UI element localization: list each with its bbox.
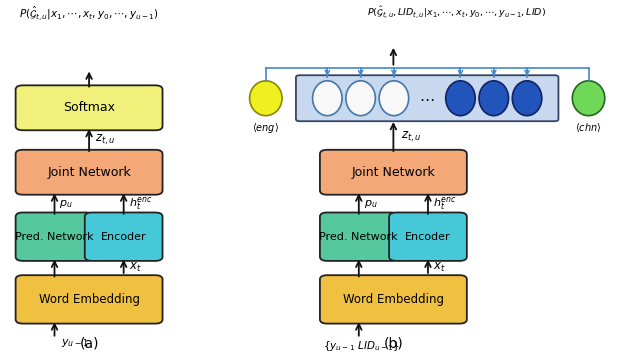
FancyBboxPatch shape (16, 85, 162, 130)
Text: Pred. Network: Pred. Network (319, 232, 398, 242)
Text: Word Embedding: Word Embedding (38, 293, 140, 306)
Text: $\langle chn \rangle$: $\langle chn \rangle$ (575, 121, 602, 134)
FancyBboxPatch shape (320, 212, 397, 261)
Text: $h_t^{enc}$: $h_t^{enc}$ (128, 195, 153, 212)
Text: $\langle eng \rangle$: $\langle eng \rangle$ (252, 121, 280, 135)
Text: $x_t$: $x_t$ (128, 261, 141, 274)
FancyBboxPatch shape (320, 150, 467, 195)
Text: Joint Network: Joint Network (352, 166, 435, 179)
Text: $\{y_{u-1}\ LID_{u-1}\}$: $\{y_{u-1}\ LID_{u-1}\}$ (323, 338, 401, 353)
Text: Joint Network: Joint Network (47, 166, 131, 179)
Text: $z_{t,u}$: $z_{t,u}$ (401, 129, 421, 144)
Ellipse shape (446, 81, 476, 116)
Text: Encoder: Encoder (101, 232, 146, 242)
Text: Pred. Network: Pred. Network (15, 232, 94, 242)
FancyBboxPatch shape (16, 275, 162, 324)
FancyBboxPatch shape (85, 212, 162, 261)
Ellipse shape (512, 81, 542, 116)
FancyBboxPatch shape (16, 212, 94, 261)
Ellipse shape (572, 81, 604, 116)
FancyBboxPatch shape (389, 212, 467, 261)
Text: $y_{u-1}$: $y_{u-1}$ (61, 337, 88, 349)
Text: Softmax: Softmax (63, 101, 115, 114)
Ellipse shape (379, 81, 409, 116)
Text: $\cdots$: $\cdots$ (420, 91, 435, 106)
Ellipse shape (346, 81, 375, 116)
FancyBboxPatch shape (296, 75, 559, 121)
FancyBboxPatch shape (16, 150, 162, 195)
Text: (a): (a) (79, 337, 99, 351)
Text: $P(\hat{\mathcal{G}}_{t,u}|x_1,\cdots,x_t,y_0,\cdots,y_{u-1})$: $P(\hat{\mathcal{G}}_{t,u}|x_1,\cdots,x_… (19, 4, 159, 22)
Ellipse shape (312, 81, 342, 116)
Text: $x_t$: $x_t$ (433, 261, 446, 274)
Text: Encoder: Encoder (405, 232, 451, 242)
Ellipse shape (250, 81, 282, 116)
Text: $p_u$: $p_u$ (364, 198, 378, 210)
Text: $z_{t,u}$: $z_{t,u}$ (95, 133, 116, 147)
Text: $p_u$: $p_u$ (60, 198, 73, 210)
Text: $P(\hat{\mathcal{G}}_{t,u},LID_{t,u}|x_1,\cdots,x_t,y_0,\cdots,y_{u-1},LID)$: $P(\hat{\mathcal{G}}_{t,u},LID_{t,u}|x_1… (367, 5, 546, 21)
Ellipse shape (479, 81, 508, 116)
Text: (b): (b) (384, 337, 403, 351)
Text: Word Embedding: Word Embedding (343, 293, 444, 306)
Text: $h_t^{enc}$: $h_t^{enc}$ (433, 195, 456, 212)
FancyBboxPatch shape (320, 275, 467, 324)
